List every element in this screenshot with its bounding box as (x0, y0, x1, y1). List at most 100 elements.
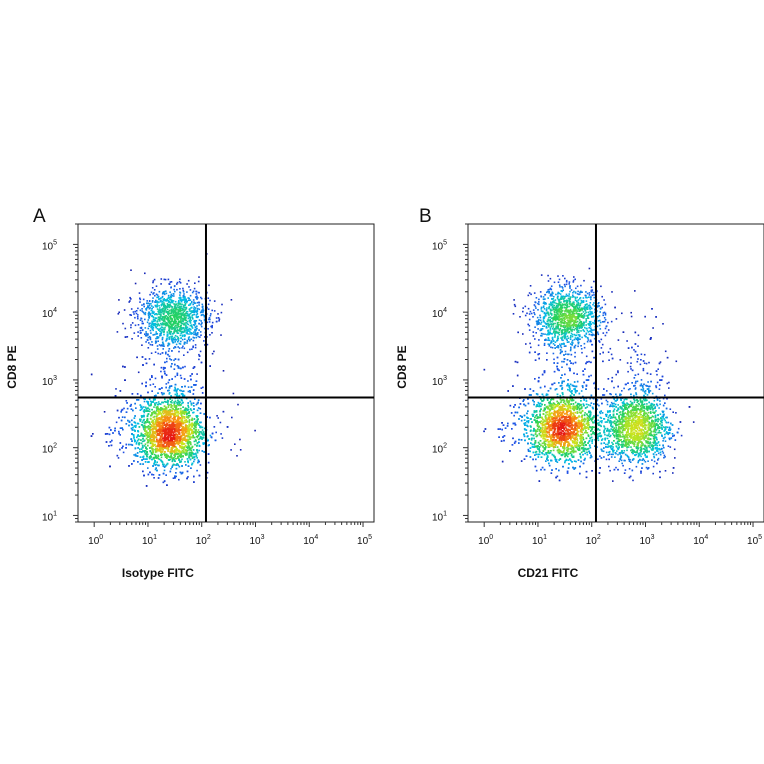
event-dot (171, 417, 174, 420)
event-dot (188, 286, 190, 288)
event-dot (191, 291, 194, 294)
event-dot (170, 286, 172, 288)
event-dot (154, 468, 157, 471)
event-dot (184, 326, 187, 328)
event-dot (157, 318, 160, 321)
event-dot (126, 407, 129, 410)
event-dot (194, 326, 197, 328)
event-dot (171, 295, 173, 297)
event-dot (211, 309, 213, 312)
event-dot (141, 308, 143, 310)
event-dot (125, 447, 127, 449)
event-dot (168, 355, 171, 358)
event-dot (146, 441, 149, 444)
event-dot (177, 324, 179, 327)
event-dot (185, 312, 187, 315)
event-dot (148, 316, 151, 318)
event-dot (187, 442, 190, 445)
event-dot (169, 452, 172, 454)
event-dot (142, 438, 144, 440)
event-dot (167, 299, 170, 302)
event-dot (133, 417, 136, 419)
event-dot (150, 305, 153, 307)
event-dot (173, 322, 176, 325)
event-dot (177, 457, 179, 459)
event-dot (187, 444, 190, 447)
event-dot (169, 322, 172, 324)
event-dot (137, 314, 139, 316)
event-dot (147, 440, 150, 443)
event-dot (159, 425, 162, 427)
event-dot (167, 278, 170, 281)
event-dot (171, 299, 173, 302)
event-dot (203, 319, 206, 322)
event-dot (162, 465, 165, 467)
event-dot (151, 458, 153, 461)
event-dot (156, 438, 158, 441)
event-dot (201, 438, 203, 440)
event-dot (152, 318, 155, 321)
event-dot (182, 314, 184, 317)
event-dot (184, 300, 187, 302)
event-dot (195, 336, 197, 339)
event-dot (161, 439, 163, 441)
event-dot (203, 434, 205, 436)
event-dot (145, 331, 147, 333)
event-dot (122, 451, 125, 454)
event-dot (140, 337, 143, 339)
event-dot (179, 446, 181, 449)
event-dot (142, 450, 145, 452)
event-dot (192, 367, 195, 369)
event-dot (147, 425, 150, 427)
event-dot (176, 415, 178, 417)
event-dot (185, 324, 187, 327)
event-dot (177, 414, 179, 416)
event-dot (169, 385, 171, 388)
event-dot (156, 425, 159, 427)
event-dot (144, 333, 146, 335)
event-dot (153, 463, 155, 465)
event-dot (161, 338, 164, 341)
event-dot (160, 312, 163, 314)
event-dot (141, 407, 144, 409)
event-dot (181, 394, 184, 397)
event-dot (138, 435, 141, 437)
event-dot (183, 313, 186, 315)
event-dot (109, 441, 112, 443)
event-dot (135, 312, 138, 315)
event-dot (157, 323, 160, 325)
event-dot (157, 340, 159, 342)
event-dot (147, 473, 150, 476)
event-dot (135, 441, 138, 444)
event-dot (196, 316, 199, 319)
event-dot (195, 420, 197, 423)
event-dot (187, 404, 189, 407)
event-dot (139, 420, 142, 422)
event-dot (152, 474, 155, 476)
event-dot (164, 400, 166, 403)
event-dot (169, 333, 172, 335)
event-dot (142, 419, 145, 422)
event-dot (146, 458, 148, 460)
event-dot (156, 469, 158, 472)
event-dot (141, 320, 144, 323)
event-dot (192, 303, 194, 306)
event-dot (171, 325, 173, 328)
event-dot (173, 412, 175, 415)
event-dot (161, 453, 163, 456)
event-dot (154, 351, 157, 353)
event-dot (199, 426, 202, 429)
event-dot (152, 444, 154, 446)
event-dot (193, 366, 196, 368)
event-dot (120, 419, 123, 422)
event-dot (182, 439, 185, 441)
event-dot (147, 305, 149, 307)
event-dot (179, 325, 182, 328)
event-dot (137, 430, 139, 432)
event-dot (172, 324, 175, 326)
event-dot (166, 484, 168, 486)
event-dot (190, 453, 192, 456)
event-dot (140, 415, 143, 417)
event-dot (166, 442, 169, 445)
event-dot (174, 315, 177, 318)
